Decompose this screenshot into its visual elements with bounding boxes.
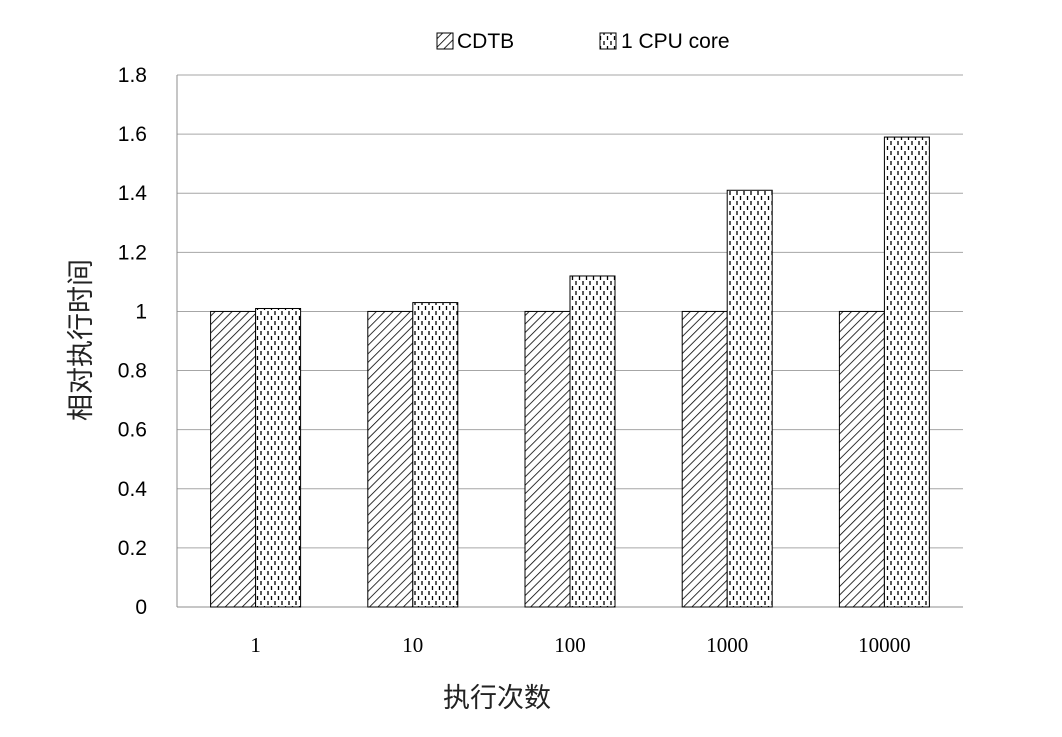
x-axis-title: 执行次数 [443,683,551,714]
y-axis-title: 相对执行时间 [66,259,97,421]
bar-cdtb-100 [524,310,571,608]
x-tick-label: 1 [250,633,261,657]
x-tick-label: 10 [402,633,423,657]
legend-swatch-cdtb [436,32,454,50]
legend-swatch-1-cpu-core [599,32,617,50]
bar-1-cpu-core-10000 [883,136,930,608]
bar-cdtb-10000 [838,310,885,608]
bars [210,136,930,608]
bar-1-cpu-core-100 [569,275,616,608]
y-tick-label: 1.2 [118,241,147,264]
x-tick-label: 100 [554,633,586,657]
y-tick-label: 0.4 [118,478,148,501]
bar-cdtb-1 [210,310,257,608]
x-tick-label: 1000 [706,633,748,657]
y-tick-label: 1.6 [118,123,147,146]
y-tick-label: 1.4 [118,182,148,205]
bar-cdtb-10 [367,310,414,608]
y-tick-label: 1.8 [118,64,147,87]
bar-1-cpu-core-1 [255,307,302,608]
y-tick-label: 0 [135,596,147,619]
bar-1-cpu-core-1000 [726,189,773,608]
legend-label-cdtb: CDTB [457,30,514,53]
legend: CDTB 1 CPU core [436,30,730,53]
y-tick-label: 1 [135,300,147,323]
y-tick-label: 0.6 [118,419,147,442]
bar-cdtb-1000 [681,310,728,608]
y-tick-label: 0.8 [118,360,147,383]
bar-1-cpu-core-10 [412,302,459,608]
y-tick-label: 0.2 [118,537,147,560]
x-axis-ticks: 1 10 100 1000 10000 [250,633,910,657]
x-tick-label: 10000 [858,633,911,657]
y-axis-ticks: 0 0.2 0.4 0.6 0.8 1 1.2 1.4 1.6 1.8 [118,64,148,619]
legend-label-1-cpu-core: 1 CPU core [621,30,730,53]
